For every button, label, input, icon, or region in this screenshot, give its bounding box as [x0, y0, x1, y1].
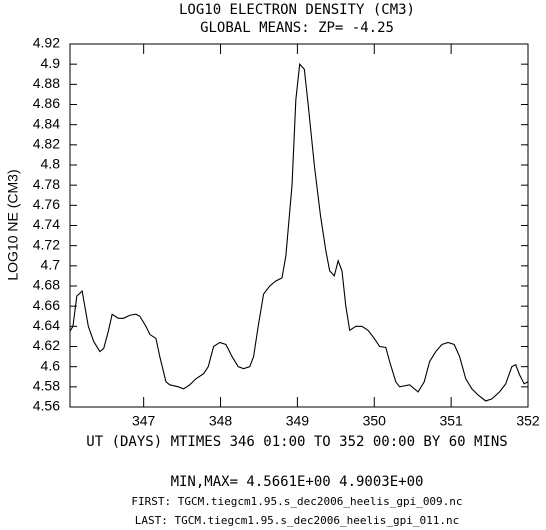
y-tick-label: 4.86 [33, 95, 60, 111]
data-line [69, 62, 529, 402]
y-tick-label: 4.88 [33, 75, 60, 91]
y-tick-label: 4.7 [41, 257, 61, 273]
y-tick-label: 4.74 [33, 216, 60, 232]
y-tick-label: 4.62 [33, 337, 60, 353]
y-tick-label: 4.9 [41, 55, 61, 71]
y-tick-label: 4.78 [33, 176, 60, 192]
x-tick-label: 350 [363, 413, 387, 429]
y-tick-label: 4.76 [33, 196, 60, 212]
last-file-note: LAST: TGCM.tiegcm1.95.s_dec2006_heelis_g… [135, 514, 460, 527]
y-tick-label: 4.6 [41, 357, 61, 373]
y-tick-label: 4.92 [33, 35, 60, 51]
chart-title: LOG10 ELECTRON DENSITY (CM3) [179, 2, 415, 18]
y-tick-label: 4.56 [33, 398, 60, 414]
plot-frame [69, 43, 529, 408]
x-tick-label: 347 [132, 413, 156, 429]
y-tick-label: 4.64 [33, 317, 60, 333]
y-axis-label: LOG10 NE (CM3) [5, 169, 21, 280]
y-tick-label: 4.8 [41, 156, 61, 172]
y-tick-label: 4.82 [33, 136, 60, 152]
x-axis-label: UT (DAYS) MTIMES 346 01:00 TO 352 00:00 … [86, 434, 507, 450]
y-tick-label: 4.72 [33, 236, 60, 252]
y-tick-label: 4.84 [33, 115, 60, 131]
chart-subtitle: GLOBAL MEANS: ZP= -4.25 [200, 20, 394, 36]
min-max-note: MIN,MAX= 4.5661E+00 4.9003E+00 [171, 474, 424, 490]
x-tick-label: 348 [209, 413, 233, 429]
y-tick-label: 4.58 [33, 378, 60, 394]
first-file-note: FIRST: TGCM.tiegcm1.95.s_dec2006_heelis_… [131, 495, 462, 508]
x-tick-label: 351 [439, 413, 463, 429]
x-tick-label: 352 [516, 413, 540, 429]
y-tick-label: 4.66 [33, 297, 60, 313]
x-tick-label: 349 [286, 413, 310, 429]
y-tick-label: 4.68 [33, 277, 60, 293]
